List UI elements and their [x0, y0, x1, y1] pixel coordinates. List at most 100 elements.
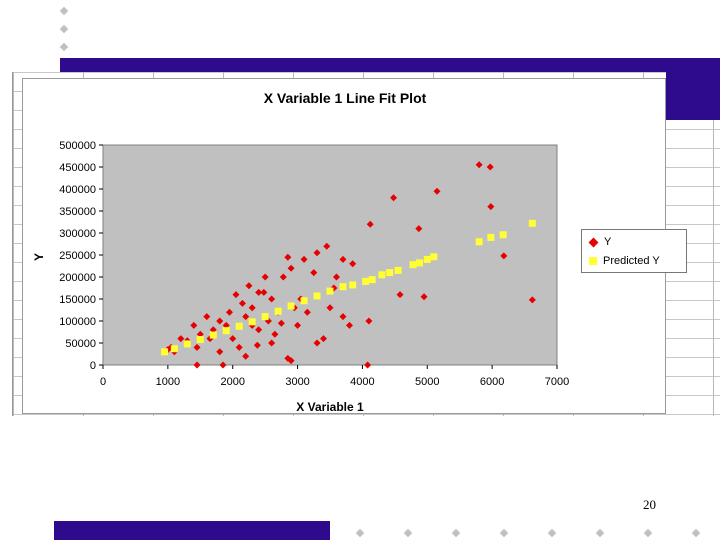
y-axis-ticks: 0 50000 100000 150000 200000 250000 300000 3500… — [59, 140, 103, 372]
legend-item-y: Y — [588, 235, 611, 249]
chart-object[interactable]: X Variable 1 Line Fit Plot 0 50000 100000 1… — [22, 78, 687, 414]
y-data-point — [303, 308, 311, 316]
y-data-point — [238, 299, 246, 307]
right-accent-band — [666, 72, 720, 120]
diamond-marker-icon — [588, 237, 599, 247]
y-data-point — [332, 273, 340, 281]
x-tick-label: 0 — [100, 376, 106, 388]
y-data-point — [313, 339, 321, 347]
y-data-point — [500, 252, 508, 260]
y-data-point — [209, 326, 217, 334]
y-data-point — [196, 330, 204, 338]
predicted-y-point — [161, 348, 169, 356]
chart-legend: Y Predicted Y — [581, 229, 687, 273]
y-data-point — [261, 273, 269, 281]
bullet-dot — [59, 6, 69, 16]
y-tick-label: 100000 — [59, 316, 96, 328]
y-data-point — [349, 260, 357, 268]
y-data-point — [245, 282, 253, 290]
legend-label-y: Y — [604, 236, 612, 248]
predicted-y-point — [378, 271, 386, 279]
bottom-accent-band — [54, 521, 330, 540]
y-tick-label: 200000 — [59, 272, 96, 284]
y-tick-label: 400000 — [59, 184, 96, 196]
predicted-y-point — [339, 283, 347, 291]
predicted-y-point — [528, 219, 536, 227]
y-data-point — [225, 308, 233, 316]
plot-area — [102, 144, 558, 366]
y-data-point — [279, 273, 287, 281]
top-accent-band — [60, 58, 720, 72]
predicted-y-point — [183, 340, 191, 348]
y-data-point — [277, 319, 285, 327]
y-data-point — [284, 253, 292, 261]
y-data-point — [232, 291, 240, 299]
y-data-point — [216, 348, 224, 356]
x-tick-label: 4000 — [350, 376, 374, 388]
predicted-y-point — [499, 231, 507, 239]
predicted-y-point — [313, 292, 321, 300]
y-data-point — [268, 295, 276, 303]
bullet-dot — [451, 528, 461, 538]
predicted-y-point — [394, 266, 402, 274]
y-data-point — [390, 194, 398, 202]
square-marker-icon — [589, 257, 597, 265]
y-data-point — [193, 361, 201, 369]
predicted-y-point — [248, 318, 256, 326]
x-axis-ticks: 0 1000 2000 3000 4000 5000 6000 7000 — [100, 365, 569, 388]
y-data-point — [326, 304, 334, 312]
y-data-point — [313, 249, 321, 257]
x-tick-label: 2000 — [220, 376, 244, 388]
y-data-point — [475, 161, 483, 169]
y-data-point — [287, 357, 295, 365]
predicted-y-point — [386, 269, 394, 277]
y-data-point — [222, 321, 230, 329]
y-tick-label: 0 — [90, 360, 96, 372]
x-tick-label: 6000 — [480, 376, 504, 388]
y-tick-label: 50000 — [65, 338, 96, 350]
predicted-y-point — [409, 261, 417, 269]
predicted-y-point — [261, 313, 269, 321]
y-data-point — [300, 255, 308, 263]
bullet-dot — [691, 528, 701, 538]
y-data-point — [528, 296, 536, 304]
chart-title: X Variable 1 Line Fit Plot — [264, 90, 427, 106]
predicted-y-point — [430, 253, 438, 261]
bullet-dot — [547, 528, 557, 538]
y-data-point — [294, 321, 302, 329]
predicted-y-point — [287, 302, 295, 310]
y-data-point — [203, 313, 211, 321]
bullet-dot — [403, 528, 413, 538]
y-data-point — [229, 335, 237, 343]
predicted-y-point — [170, 345, 178, 353]
y-tick-label: 500000 — [59, 140, 96, 152]
y-data-point — [345, 321, 353, 329]
predicted-y-point — [487, 233, 495, 241]
predicted-y-point — [349, 281, 357, 289]
y-data-point — [310, 269, 318, 277]
y-data-point — [339, 313, 347, 321]
y-tick-label: 300000 — [59, 228, 96, 240]
y-data-point — [190, 321, 198, 329]
y-data-point — [268, 339, 276, 347]
predicted-y-point — [235, 322, 243, 330]
page-number: 20 — [643, 497, 656, 512]
x-axis-label: X Variable 1 — [296, 400, 364, 414]
predicted-y-point — [416, 259, 424, 267]
legend-label-predicted-y: Predicted Y — [603, 255, 660, 267]
y-data-point — [260, 288, 268, 296]
predicted-y-point — [475, 238, 483, 246]
x-tick-label: 3000 — [285, 376, 309, 388]
x-tick-label: 5000 — [415, 376, 439, 388]
y-data-point — [255, 326, 263, 334]
y-data-point — [219, 361, 227, 369]
predicted-y-point — [423, 255, 431, 263]
predicted-y-point — [326, 287, 334, 295]
y-data-point — [242, 313, 250, 321]
decorative-bullets — [59, 6, 71, 56]
predicted-y-point — [300, 297, 308, 305]
bullet-dot — [595, 528, 605, 538]
y-data-point — [271, 330, 279, 338]
y-data-point — [486, 163, 494, 171]
y-data-point — [366, 220, 374, 228]
